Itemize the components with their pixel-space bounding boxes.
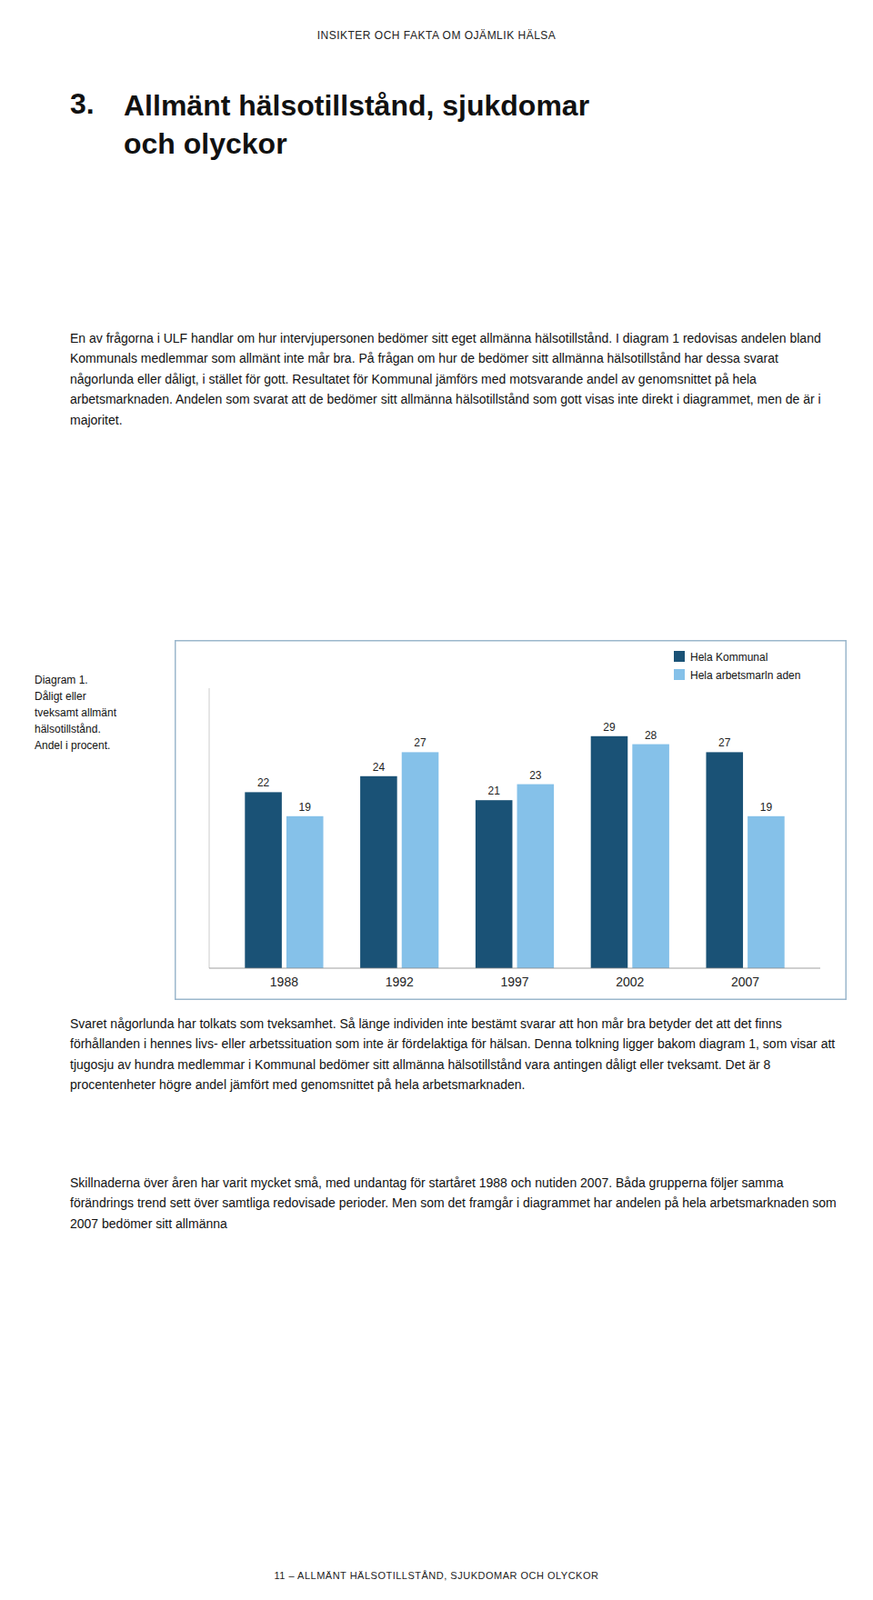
chart: 22 24 21 29 27 19 27 23 28 19 1988 1992 1997 2002 2007… (174, 640, 847, 1001)
x-tick-label: 1997 (500, 974, 529, 990)
legend-label: Hela arbetsmarln aden (690, 669, 801, 683)
data-label: 19 (760, 801, 773, 814)
bar (360, 776, 398, 969)
data-label: 27 (413, 736, 427, 750)
x-tick-label: 2002 (615, 974, 644, 990)
x-tick-label: 2007 (731, 974, 760, 990)
legend: Hela Kommunal Hela arbetsmarln aden (673, 651, 801, 683)
body-text: En av frågorna i ULF handlar om hur inte… (70, 328, 839, 431)
data-label: 19 (299, 801, 312, 814)
bar (286, 816, 324, 969)
bar (401, 752, 440, 969)
data-label: 28 (644, 729, 658, 743)
data-label: 27 (718, 736, 732, 750)
bar (244, 792, 282, 969)
bar (591, 736, 629, 969)
bar (747, 816, 785, 969)
bar (517, 784, 555, 969)
data-labels: 22 24 21 29 27 19 27 23 28 19 (257, 721, 773, 814)
chapter-title: Allmänt hälsotillstånd, sjukdomar och ol… (123, 87, 833, 163)
y-axis-line (209, 688, 211, 969)
x-tick-label: 1988 (270, 974, 299, 990)
page-footer: 11 – ALLMÄNT HÄLSOTILLSTÅND, SJUKDOMAR O… (0, 1552, 873, 1600)
legend-swatch (673, 669, 685, 681)
body-text: Skillnaderna över åren har varit mycket … (70, 1173, 839, 1235)
chapter-number: 3. (70, 87, 95, 121)
page-header: INSIKTER OCH FAKTA OM OJÄMLIK HÄLSA (0, 0, 873, 72)
data-label: 23 (529, 769, 542, 783)
bar (475, 800, 513, 969)
legend-swatch (673, 651, 685, 663)
data-label: 29 (602, 721, 616, 734)
data-label: 22 (257, 776, 271, 790)
bar (632, 744, 670, 969)
bars (244, 736, 784, 969)
data-label: 24 (372, 761, 386, 774)
x-axis-line (209, 968, 821, 970)
data-label: 21 (487, 784, 501, 798)
bar (705, 752, 743, 969)
legend-label: Hela Kommunal (690, 651, 768, 664)
x-tick-label: 1992 (385, 974, 414, 990)
body-text: Svaret någorlunda har tolkats som tveksa… (70, 1013, 839, 1096)
chart-border (175, 641, 847, 1001)
chart-title: Diagram 1. Dåligt eller tveksamt allmänt… (34, 672, 170, 754)
